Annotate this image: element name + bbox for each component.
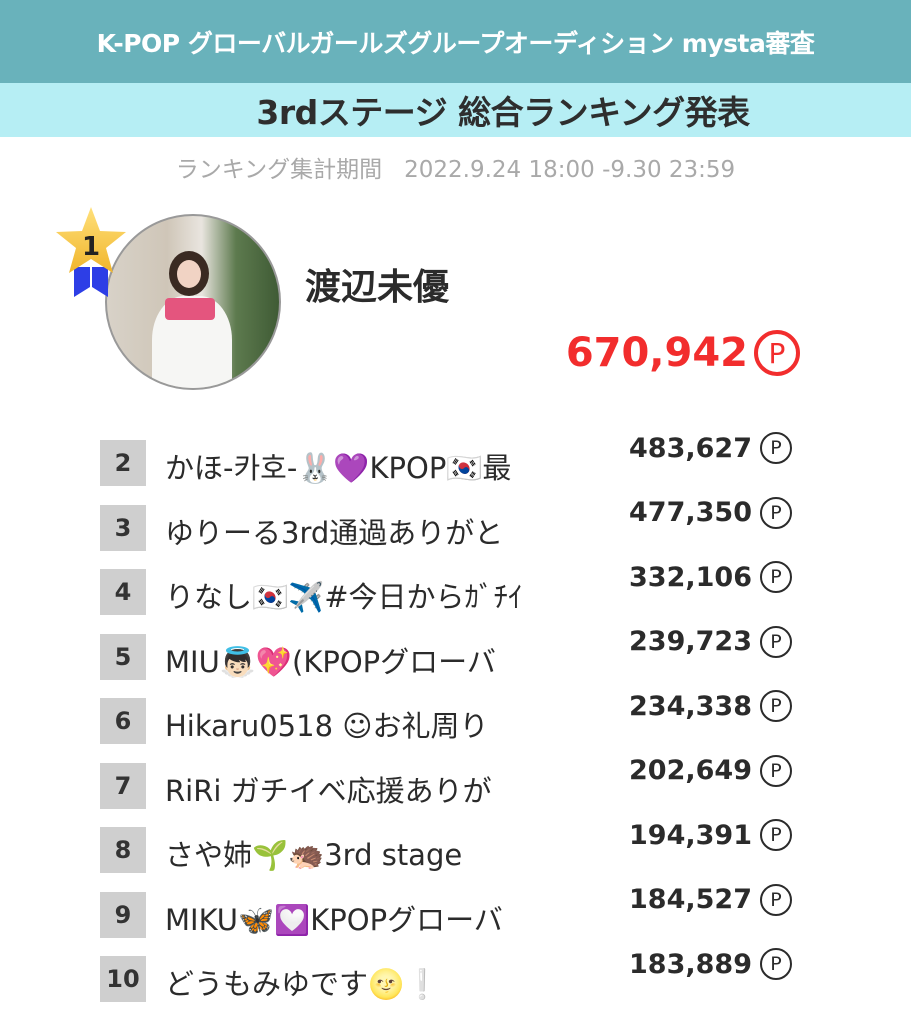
points-value: 184,527 bbox=[629, 884, 752, 915]
point-icon: P bbox=[760, 561, 792, 593]
point-icon: P bbox=[760, 883, 792, 916]
points-value: 332,106 bbox=[629, 561, 752, 593]
point-icon: P bbox=[760, 496, 792, 529]
rank-number: 2 bbox=[100, 440, 146, 486]
point-icon: P bbox=[760, 432, 792, 464]
rank-number: 3 bbox=[100, 504, 146, 551]
points-value: 183,889 bbox=[629, 948, 752, 980]
rank-number: 8 bbox=[100, 827, 146, 873]
contestant-name: MIU👼🏻💖(KPOPグローバ bbox=[165, 644, 496, 679]
points-value: 483,627 bbox=[629, 432, 752, 464]
contestant-name: MIKU🦋💟KPOPグローバ bbox=[165, 902, 503, 937]
points-value: 477,350 bbox=[629, 497, 752, 528]
ranking-row[interactable]: 5 MIU👼🏻💖(KPOPグローバ 239,723 P bbox=[100, 625, 800, 680]
points-value: 194,391 bbox=[629, 819, 752, 851]
winner-points: 670,942 P bbox=[566, 330, 800, 376]
rank-number: 9 bbox=[100, 891, 146, 938]
star-ribbon-icon: 1 bbox=[56, 207, 126, 297]
contestant-points: 477,350 P bbox=[629, 496, 792, 529]
contestant-points: 194,391 P bbox=[629, 819, 792, 851]
rank-number: 4 bbox=[100, 569, 146, 615]
header-bar: K-POP グローバルガールズグループオーディション mysta審査 bbox=[0, 0, 911, 83]
ranking-row[interactable]: 10 どうもみゆです🌝❕ 183,889 P bbox=[100, 948, 800, 1002]
rank-number: 5 bbox=[100, 633, 146, 680]
winner-avatar bbox=[105, 214, 281, 390]
period-range: 2022.9.24 18:00 -9.30 23:59 bbox=[404, 157, 736, 183]
ranking-row[interactable]: 9 MIKU🦋💟KPOPグローバ 184,527 P bbox=[100, 883, 800, 938]
ranking-row[interactable]: 4 りなし🇰🇷✈️#今日からｶﾞﾁｲ 332,106 P bbox=[100, 561, 800, 615]
rank-number: 10 bbox=[100, 956, 146, 1002]
point-icon: P bbox=[754, 330, 800, 376]
points-value: 239,723 bbox=[629, 626, 752, 657]
contestant-points: 483,627 P bbox=[629, 432, 792, 464]
contestant-name: りなし🇰🇷✈️#今日からｶﾞﾁｲ bbox=[165, 580, 523, 614]
header-title: K-POP グローバルガールズグループオーディション mysta審査 bbox=[96, 28, 815, 58]
ranking-row[interactable]: 2 かほ-카호-🐰💜KPOP🇰🇷最 483,627 P bbox=[100, 432, 800, 486]
rank-number: 7 bbox=[100, 762, 146, 809]
points-value: 234,338 bbox=[629, 690, 752, 722]
winner-name: 渡辺未優 bbox=[305, 267, 450, 308]
point-icon: P bbox=[760, 819, 792, 851]
winner-rank: 1 bbox=[82, 232, 100, 262]
point-icon: P bbox=[760, 690, 792, 722]
period-label: ランキング集計期間 bbox=[175, 157, 383, 183]
contestant-name: RiRi ガチイベ応援ありが bbox=[165, 773, 492, 808]
points-value: 202,649 bbox=[629, 755, 752, 786]
contestant-points: 239,723 P bbox=[629, 625, 792, 658]
ranking-row[interactable]: 8 さや姉🌱🦔3rd stage 194,391 P bbox=[100, 819, 800, 873]
ranking-period: ランキング集計期間 2022.9.24 18:00 -9.30 23:59 bbox=[0, 150, 911, 184]
contestant-points: 184,527 P bbox=[629, 883, 792, 916]
contestant-points: 332,106 P bbox=[629, 561, 792, 593]
point-icon: P bbox=[760, 754, 792, 787]
contestant-name: Hikaru0518 ☺お礼周り bbox=[165, 709, 489, 743]
contestant-name: さや姉🌱🦔3rd stage bbox=[165, 838, 463, 872]
winner-points-value: 670,942 bbox=[565, 330, 748, 376]
contestant-name: どうもみゆです🌝❕ bbox=[165, 967, 441, 1001]
ranking-row[interactable]: 6 Hikaru0518 ☺お礼周り 234,338 P bbox=[100, 690, 800, 744]
ranking-row[interactable]: 7 RiRi ガチイベ応援ありが 202,649 P bbox=[100, 754, 800, 809]
ranking-row[interactable]: 3 ゆりーる3rd通過ありがと 477,350 P bbox=[100, 496, 800, 551]
contestant-points: 234,338 P bbox=[629, 690, 792, 722]
page-title: 3rdステージ 総合ランキング発表 bbox=[256, 93, 750, 132]
contestant-name: かほ-카호-🐰💜KPOP🇰🇷最 bbox=[165, 451, 512, 485]
rank-number: 6 bbox=[100, 698, 146, 744]
contestant-points: 183,889 P bbox=[629, 948, 792, 980]
point-icon: P bbox=[760, 625, 792, 658]
contestant-name: ゆりーる3rd通過ありがと bbox=[165, 515, 504, 550]
point-icon: P bbox=[760, 948, 792, 980]
subheader-bar: 3rdステージ 総合ランキング発表 bbox=[0, 83, 911, 137]
contestant-points: 202,649 P bbox=[629, 754, 792, 787]
